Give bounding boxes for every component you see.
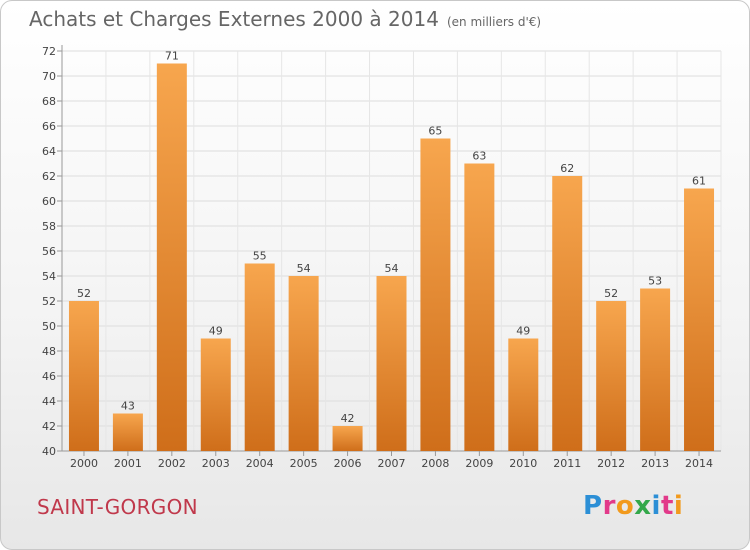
y-tick-label: 52 [42,295,56,308]
data-labels: 52 43 71 49 55 54 42 54 65 63 49 62 52 53 61 [77,50,706,426]
x-tick-label: 2010 [509,457,537,470]
bar-2000 [68,301,99,451]
bar-2003 [200,338,231,451]
data-label-2008: 65 [428,125,442,138]
bar-2012 [596,301,627,451]
x-tick-label: 2007 [378,457,406,470]
bar-2013 [640,288,671,451]
data-label-2012: 52 [604,287,618,300]
x-tick-label: 2014 [685,457,713,470]
bar-2011 [552,176,583,451]
data-label-2003: 49 [209,325,223,338]
proxiti-logo[interactable]: Proxiti [583,491,684,521]
y-tick-label: 42 [42,420,56,433]
chart-title-text: Achats et Charges Externes 2000 à 2014 [29,7,439,31]
x-tick-label: 2011 [553,457,581,470]
x-tick-label: 2003 [202,457,230,470]
bar-2001 [112,413,143,451]
y-tick-label: 50 [42,320,56,333]
y-tick-label: 44 [42,395,56,408]
data-label-2010: 49 [516,325,530,338]
data-label-2004: 55 [253,250,267,263]
data-label-2014: 61 [692,175,706,188]
x-tick-label: 2004 [246,457,274,470]
chart-unit: (en milliers d'€) [446,15,542,29]
bar-2014 [684,188,715,451]
y-tick-label: 40 [42,445,56,458]
data-label-2009: 63 [472,150,486,163]
y-tick-label: 54 [42,270,56,283]
bar-2004 [244,263,275,451]
x-tick-label: 2013 [641,457,669,470]
x-tick-label: 2000 [70,457,98,470]
data-label-2002: 71 [165,50,179,63]
data-label-2000: 52 [77,287,91,300]
bar-2008 [420,138,451,451]
x-tick-label: 2006 [334,457,362,470]
chart-title: Achats et Charges Externes 2000 à 2014 (e… [29,7,541,31]
bar-2007 [376,276,407,451]
bar-2010 [508,338,539,451]
y-tick-label: 64 [42,145,56,158]
data-label-2006: 42 [341,412,355,425]
y-tick-label: 68 [42,95,56,108]
bar-2005 [288,276,319,451]
y-tick-label: 62 [42,170,56,183]
y-tick-label: 58 [42,220,56,233]
data-label-2001: 43 [121,400,135,413]
y-tick-label: 48 [42,345,56,358]
y-tick-label: 70 [42,70,56,83]
x-tick-label: 2009 [465,457,493,470]
bar-2009 [464,163,495,451]
y-tick-label: 56 [42,245,56,258]
y-tick-label: 46 [42,370,56,383]
x-tick-label: 2012 [597,457,625,470]
x-tick-label: 2005 [290,457,318,470]
x-tick-label: 2001 [114,457,142,470]
x-tick-label: 2002 [158,457,186,470]
data-label-2007: 54 [385,262,399,275]
y-tick-label: 72 [42,45,56,58]
bars [68,63,715,451]
town-name: SAINT-GORGON [37,495,198,519]
y-tick-label: 60 [42,195,56,208]
data-label-2013: 53 [648,275,662,288]
y-tick-label: 66 [42,120,56,133]
x-tick-label: 2008 [421,457,449,470]
data-label-2005: 54 [297,262,311,275]
bar-2002 [156,63,187,451]
data-label-2011: 62 [560,162,574,175]
bar-2006 [332,426,363,451]
